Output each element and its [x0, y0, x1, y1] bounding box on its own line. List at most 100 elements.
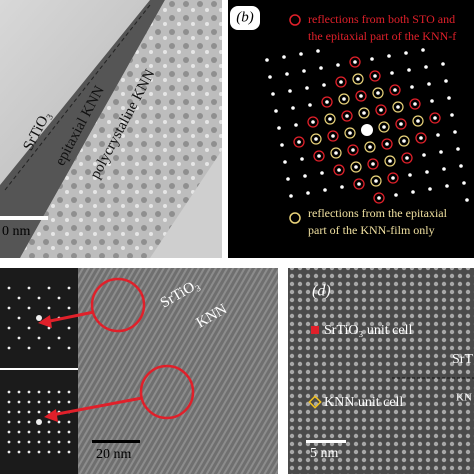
fft-spot	[17, 440, 21, 444]
fft-spot	[17, 400, 21, 404]
spot	[453, 130, 457, 134]
ring	[349, 56, 361, 68]
fft-spot	[37, 296, 41, 300]
panel-a: SrTiO₃ epitaxial KNN polycrystaline KNN …	[0, 0, 222, 258]
ring	[387, 172, 399, 184]
marker	[311, 326, 319, 334]
fft-spot	[47, 440, 51, 444]
ring	[338, 93, 350, 105]
fft-spot	[17, 296, 21, 300]
spot	[316, 49, 320, 53]
fft-spot	[7, 390, 11, 394]
ring	[378, 121, 390, 133]
scale-bar	[306, 440, 346, 443]
ring	[372, 87, 384, 99]
spot	[393, 88, 397, 92]
spot	[428, 187, 432, 191]
spot	[334, 151, 338, 155]
arrow	[44, 310, 95, 324]
ring	[327, 130, 339, 142]
spot	[373, 74, 377, 78]
panel-d: (d) SrTiO₃ unit cell KNN unit cell SrT K…	[288, 268, 474, 474]
spot	[368, 145, 372, 149]
fft-spot	[67, 390, 71, 394]
fft-spot	[17, 316, 21, 320]
fft-spot	[57, 420, 61, 424]
fft-spot	[37, 430, 41, 434]
legend-text: reflections from the epitaxial	[308, 206, 448, 220]
fft-spot	[67, 430, 71, 434]
legend-text: the epitaxial part of the KNN-f	[308, 29, 456, 43]
spot	[299, 52, 303, 56]
arrow-head	[44, 409, 58, 422]
arrow-head	[38, 315, 52, 328]
spot	[407, 68, 411, 72]
fft-spot	[67, 450, 71, 454]
spot	[351, 148, 355, 152]
fft-spot	[37, 440, 41, 444]
spot	[404, 51, 408, 55]
ring	[367, 158, 379, 170]
fft-spot	[47, 390, 51, 394]
spot	[319, 66, 323, 70]
fft-spot	[47, 420, 51, 424]
fft-spot	[37, 390, 41, 394]
spot	[459, 164, 463, 168]
fft-spot	[36, 419, 42, 425]
spot	[387, 54, 391, 58]
spot	[402, 139, 406, 143]
spot	[348, 131, 352, 135]
spot	[413, 102, 417, 106]
spot	[411, 190, 415, 194]
fft-spot	[27, 326, 31, 330]
label: KN	[456, 392, 472, 404]
spot	[320, 171, 324, 175]
legend-marker	[289, 14, 301, 26]
ring	[358, 107, 370, 119]
ring	[392, 101, 404, 113]
fft-spot	[57, 296, 61, 300]
spot	[390, 71, 394, 75]
fft-spot	[37, 400, 41, 404]
spot	[322, 83, 326, 87]
ring	[401, 152, 413, 164]
spot	[340, 185, 344, 189]
fft-spot	[47, 346, 51, 350]
spot	[441, 62, 445, 66]
region-circle	[90, 277, 146, 333]
fft-spots	[7, 286, 71, 454]
spot	[430, 99, 434, 103]
fft-spot	[47, 410, 51, 414]
fft-spot	[7, 440, 11, 444]
spot	[303, 174, 307, 178]
spot	[442, 167, 446, 171]
ring	[373, 192, 385, 204]
spot	[408, 173, 412, 177]
fft-spot	[7, 400, 11, 404]
spot	[391, 176, 395, 180]
fft-spot	[47, 400, 51, 404]
fft-spot	[27, 346, 31, 350]
ring	[370, 175, 382, 187]
fft-spot	[7, 346, 11, 350]
fft-spot	[27, 440, 31, 444]
fft-spot	[17, 430, 21, 434]
spot	[465, 198, 469, 202]
fft-spot	[37, 410, 41, 414]
fft-spot	[47, 450, 51, 454]
epitaxial-band	[0, 0, 165, 258]
spot	[331, 134, 335, 138]
legend-marker	[289, 212, 301, 224]
spot	[328, 117, 332, 121]
fft-spot	[67, 346, 71, 350]
spot	[274, 109, 278, 113]
panel-label: (b)	[236, 9, 254, 25]
fft-spot	[7, 306, 11, 310]
spot	[265, 58, 269, 62]
ring	[341, 110, 353, 122]
spot	[294, 123, 298, 127]
fft-spot	[37, 336, 41, 340]
spot	[302, 69, 306, 73]
fft-spot	[7, 450, 11, 454]
